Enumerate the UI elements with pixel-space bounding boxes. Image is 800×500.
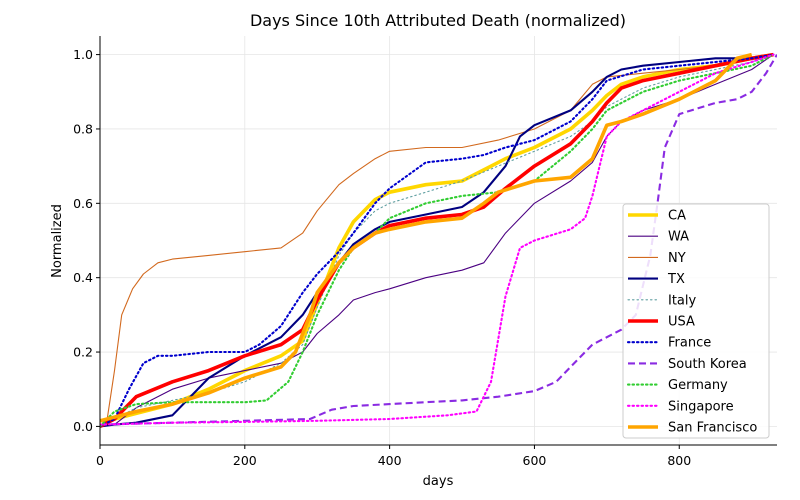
legend-box	[622, 203, 770, 439]
legend-label: USA	[668, 315, 695, 330]
legend: CA WA NY TX Italy USA France South Korea Germany…	[622, 203, 770, 439]
legend-label: France	[668, 336, 711, 351]
legend-label: TX	[667, 272, 685, 287]
x-ticks: 0 200 400 600 800	[96, 445, 691, 468]
series-line-usa	[100, 52, 774, 429]
y-ticks: 0.0 0.2 0.4 0.6 0.8 1.0	[73, 47, 100, 434]
series-lines	[100, 52, 777, 429]
y-tick-label: 0.8	[73, 121, 93, 136]
series-line-ca	[100, 52, 774, 423]
y-tick-label: 0.4	[73, 270, 93, 285]
y-axis-title: Normalized	[50, 204, 65, 278]
series-line-ny	[100, 54, 774, 427]
y-tick-label: 0.0	[73, 419, 93, 434]
series-line-tx	[100, 53, 774, 428]
x-tick-label: 600	[523, 453, 547, 468]
axes	[99, 36, 777, 446]
legend-label: San Francisco	[668, 421, 757, 436]
legend-label: WA	[668, 230, 689, 245]
series-line-south-korea	[100, 54, 777, 426]
legend-label: Italy	[668, 293, 697, 308]
y-tick-label: 1.0	[73, 47, 93, 62]
legend-label: NY	[668, 251, 686, 266]
y-tick-label: 0.2	[73, 345, 93, 360]
series-line-singapore	[100, 53, 775, 426]
legend-label: Germany	[668, 378, 728, 393]
x-tick-label: 800	[667, 453, 691, 468]
series-line-germany	[100, 53, 775, 428]
x-tick-label: 0	[96, 453, 104, 468]
x-tick-label: 400	[378, 453, 402, 468]
legend-label: CA	[668, 209, 686, 224]
x-axis-title: days	[423, 474, 454, 489]
series-line-san-francisco	[100, 52, 753, 423]
legend-label: Singapore	[668, 399, 734, 414]
x-tick-label: 200	[233, 453, 257, 468]
series-line-france	[100, 53, 775, 428]
legend-label: South Korea	[668, 357, 747, 372]
series-line-italy	[100, 54, 774, 427]
chart-title: Days Since 10th Attributed Death (normal…	[250, 11, 626, 30]
y-tick-label: 0.6	[73, 196, 93, 211]
series-line-wa	[100, 54, 774, 427]
